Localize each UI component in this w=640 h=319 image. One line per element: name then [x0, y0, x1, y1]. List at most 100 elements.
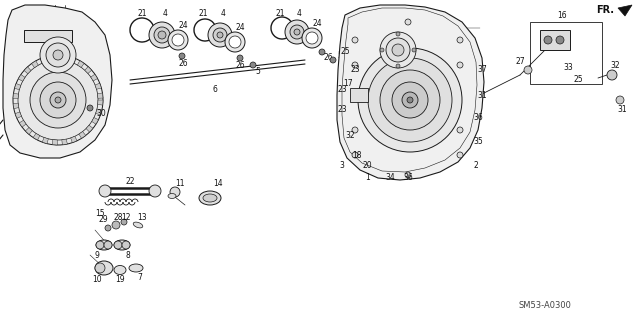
Circle shape — [172, 34, 184, 46]
Text: 2: 2 — [474, 160, 478, 169]
Text: 15: 15 — [95, 209, 105, 218]
Circle shape — [112, 221, 120, 229]
Polygon shape — [42, 137, 49, 144]
Circle shape — [217, 32, 223, 38]
Circle shape — [105, 225, 111, 231]
Polygon shape — [40, 57, 47, 63]
Circle shape — [352, 62, 358, 68]
Text: 5: 5 — [255, 68, 260, 77]
Circle shape — [457, 37, 463, 43]
Circle shape — [50, 92, 66, 108]
Circle shape — [616, 96, 624, 104]
Text: 4: 4 — [163, 10, 168, 19]
Circle shape — [30, 72, 86, 128]
Circle shape — [208, 23, 232, 47]
Text: 33: 33 — [563, 63, 573, 72]
Circle shape — [46, 43, 70, 67]
Text: 28: 28 — [113, 213, 123, 222]
Polygon shape — [86, 125, 93, 132]
Bar — [24, 30, 72, 42]
Text: 18: 18 — [352, 151, 362, 160]
Ellipse shape — [199, 191, 221, 205]
Circle shape — [96, 241, 104, 249]
Polygon shape — [19, 120, 26, 127]
Circle shape — [250, 62, 256, 68]
Circle shape — [352, 152, 358, 158]
Circle shape — [306, 32, 318, 44]
Polygon shape — [15, 84, 20, 90]
Circle shape — [392, 44, 404, 56]
Text: 8: 8 — [125, 251, 131, 261]
Text: 32: 32 — [610, 61, 620, 70]
Polygon shape — [70, 136, 77, 143]
Text: 36: 36 — [403, 174, 413, 182]
Circle shape — [358, 48, 462, 152]
Text: 26: 26 — [323, 54, 333, 63]
Polygon shape — [13, 103, 19, 108]
Text: 3: 3 — [340, 160, 344, 169]
Circle shape — [179, 53, 185, 59]
Circle shape — [154, 27, 170, 43]
Text: 11: 11 — [175, 179, 185, 188]
Circle shape — [380, 70, 440, 130]
Circle shape — [524, 66, 532, 74]
Polygon shape — [97, 93, 103, 98]
Bar — [540, 30, 570, 50]
Text: 34: 34 — [385, 174, 395, 182]
Circle shape — [330, 57, 336, 63]
Polygon shape — [31, 61, 38, 68]
Polygon shape — [15, 112, 22, 118]
Circle shape — [352, 37, 358, 43]
Circle shape — [294, 29, 300, 35]
Text: 1: 1 — [365, 174, 371, 182]
Bar — [530, 22, 602, 84]
Circle shape — [380, 32, 416, 68]
Ellipse shape — [168, 194, 176, 198]
Text: 9: 9 — [95, 251, 99, 261]
Text: 6: 6 — [212, 85, 218, 94]
Circle shape — [87, 105, 93, 111]
Polygon shape — [84, 67, 92, 73]
Circle shape — [402, 92, 418, 108]
Ellipse shape — [133, 222, 143, 228]
Text: 10: 10 — [92, 276, 102, 285]
Circle shape — [607, 70, 617, 80]
Circle shape — [457, 127, 463, 133]
Polygon shape — [337, 5, 484, 180]
Text: 13: 13 — [137, 213, 147, 222]
Text: 21: 21 — [198, 10, 208, 19]
Circle shape — [407, 97, 413, 103]
Circle shape — [95, 263, 105, 273]
Bar — [350, 88, 368, 102]
Polygon shape — [79, 131, 86, 138]
Circle shape — [544, 36, 552, 44]
Text: 21: 21 — [137, 10, 147, 19]
Polygon shape — [95, 83, 101, 89]
Text: 14: 14 — [213, 179, 223, 188]
Text: 23: 23 — [350, 65, 360, 75]
Text: 19: 19 — [115, 276, 125, 285]
Circle shape — [412, 48, 416, 52]
Circle shape — [225, 32, 245, 52]
Ellipse shape — [114, 265, 126, 275]
Text: 16: 16 — [557, 11, 567, 20]
Text: 12: 12 — [121, 212, 131, 221]
Circle shape — [368, 58, 452, 142]
Text: 23: 23 — [337, 106, 347, 115]
Polygon shape — [77, 61, 84, 67]
Polygon shape — [62, 139, 67, 145]
Text: 26: 26 — [235, 62, 245, 70]
Ellipse shape — [203, 194, 217, 202]
Circle shape — [149, 22, 175, 48]
Circle shape — [13, 55, 103, 145]
Circle shape — [99, 185, 111, 197]
Circle shape — [302, 28, 322, 48]
Circle shape — [158, 31, 166, 39]
Circle shape — [405, 172, 411, 178]
Text: 4: 4 — [296, 10, 301, 19]
Circle shape — [457, 62, 463, 68]
Text: 36: 36 — [473, 114, 483, 122]
Polygon shape — [19, 75, 25, 81]
Circle shape — [405, 19, 411, 25]
Circle shape — [229, 36, 241, 48]
